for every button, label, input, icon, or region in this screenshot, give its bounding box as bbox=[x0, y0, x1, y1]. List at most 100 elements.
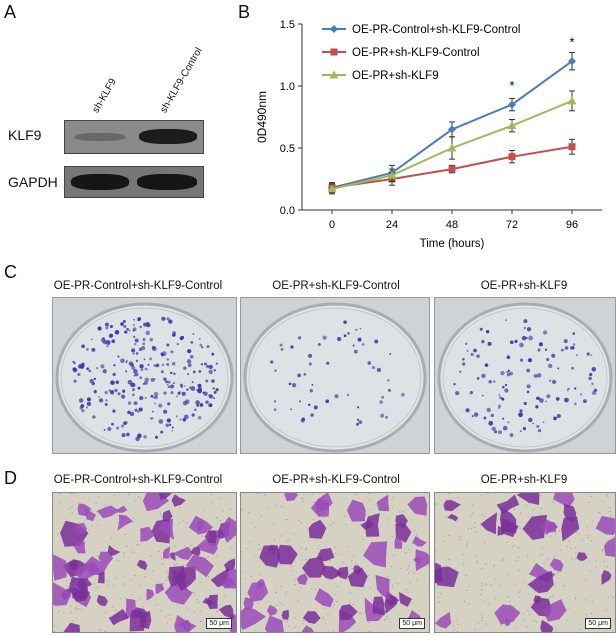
pore bbox=[136, 544, 138, 546]
colony-spot bbox=[150, 417, 154, 420]
pore bbox=[483, 515, 486, 518]
pore bbox=[456, 630, 459, 632]
colony-spot bbox=[493, 380, 496, 383]
pore bbox=[409, 582, 412, 584]
colony-spot bbox=[526, 390, 530, 394]
colony-spot bbox=[149, 357, 153, 361]
colony-spot bbox=[499, 396, 502, 400]
colony-spot bbox=[187, 363, 192, 368]
pore bbox=[607, 495, 609, 497]
pore bbox=[487, 603, 490, 605]
colony-spot bbox=[498, 406, 501, 409]
colony-spot bbox=[191, 413, 195, 417]
pore bbox=[499, 584, 501, 586]
colony-spot bbox=[109, 324, 114, 329]
colony-spot bbox=[163, 391, 167, 395]
pore bbox=[156, 604, 158, 606]
colony-spot bbox=[113, 364, 116, 367]
colony-spot bbox=[128, 329, 131, 332]
pore bbox=[275, 591, 277, 594]
colony-spot bbox=[563, 339, 568, 344]
x-tick-label: 72 bbox=[506, 219, 518, 231]
colony-spot bbox=[591, 390, 597, 395]
colony-spot bbox=[86, 401, 92, 407]
colony-spot bbox=[212, 387, 215, 390]
colony-spot bbox=[150, 394, 154, 398]
migrated-cell bbox=[157, 518, 174, 541]
migrated-cell bbox=[132, 607, 149, 620]
y-tick-label: 1.0 bbox=[280, 81, 295, 93]
pore bbox=[249, 541, 252, 543]
colony-spot bbox=[102, 369, 107, 374]
colony-spot bbox=[166, 418, 171, 423]
scale-bar-label: 50 μm bbox=[399, 618, 425, 629]
migrated-cell bbox=[73, 522, 88, 535]
colony-spot bbox=[142, 382, 145, 385]
colony-spot bbox=[170, 371, 173, 375]
pore bbox=[285, 591, 287, 593]
colony-spot bbox=[166, 317, 170, 321]
pore bbox=[410, 519, 413, 521]
significance-mark: * bbox=[569, 35, 574, 50]
migrated-cell bbox=[447, 513, 459, 522]
colony-spot bbox=[545, 400, 547, 403]
pore bbox=[507, 596, 509, 598]
colony-spot bbox=[167, 380, 171, 384]
colony-spot bbox=[374, 339, 379, 344]
colony-spot bbox=[104, 403, 108, 406]
pore bbox=[354, 563, 357, 565]
colony-spot bbox=[167, 402, 171, 406]
colony-spot bbox=[197, 387, 202, 392]
migrated-cell bbox=[171, 494, 186, 507]
pore bbox=[80, 608, 83, 611]
migrated-cell bbox=[276, 544, 298, 565]
pore bbox=[322, 616, 324, 619]
colony-spot bbox=[158, 419, 164, 424]
colony-spot bbox=[356, 406, 360, 409]
migrated-cell bbox=[435, 566, 459, 588]
migrated-cell bbox=[73, 541, 86, 554]
pore bbox=[540, 507, 542, 510]
pore bbox=[416, 579, 418, 581]
colony-spot bbox=[126, 359, 128, 362]
colony-spot bbox=[143, 322, 148, 327]
pore bbox=[255, 630, 257, 632]
colony-spot bbox=[85, 347, 89, 351]
colony-spot bbox=[133, 335, 136, 338]
pore bbox=[510, 493, 512, 494]
migrated-cell bbox=[443, 499, 461, 512]
pore bbox=[554, 556, 556, 558]
pore bbox=[77, 608, 80, 610]
colony-spot bbox=[125, 361, 128, 364]
pore bbox=[286, 621, 288, 623]
pore bbox=[93, 583, 95, 585]
pore bbox=[97, 524, 100, 526]
colony-spot bbox=[133, 342, 137, 346]
migrated-cell bbox=[296, 573, 308, 585]
migrated-cell bbox=[266, 604, 278, 616]
pore bbox=[607, 596, 609, 598]
colony-spot bbox=[506, 355, 511, 360]
pore bbox=[612, 536, 615, 538]
colony-spot bbox=[195, 400, 200, 405]
x-tick-label: 96 bbox=[566, 219, 578, 231]
pore bbox=[362, 539, 364, 541]
migration-caption-2: OE-PR+sh-KLF9-Control bbox=[272, 474, 400, 486]
colony-spot bbox=[526, 384, 531, 389]
pore bbox=[595, 567, 597, 569]
colony-spot bbox=[483, 416, 487, 420]
colony-caption-1: OE-PR-Control+sh-KLF9-Control bbox=[53, 280, 223, 292]
colony-spot bbox=[297, 336, 302, 340]
colony-spot bbox=[133, 369, 138, 374]
pore bbox=[192, 591, 195, 594]
colony-spot bbox=[121, 433, 126, 438]
pore bbox=[574, 546, 576, 549]
pore bbox=[525, 625, 528, 628]
migrated-cell bbox=[146, 588, 155, 601]
colony-spot bbox=[473, 348, 477, 353]
colony-spot bbox=[521, 335, 527, 341]
pore bbox=[264, 493, 266, 496]
pore bbox=[474, 629, 476, 631]
pore bbox=[408, 548, 410, 551]
pore bbox=[190, 544, 192, 547]
